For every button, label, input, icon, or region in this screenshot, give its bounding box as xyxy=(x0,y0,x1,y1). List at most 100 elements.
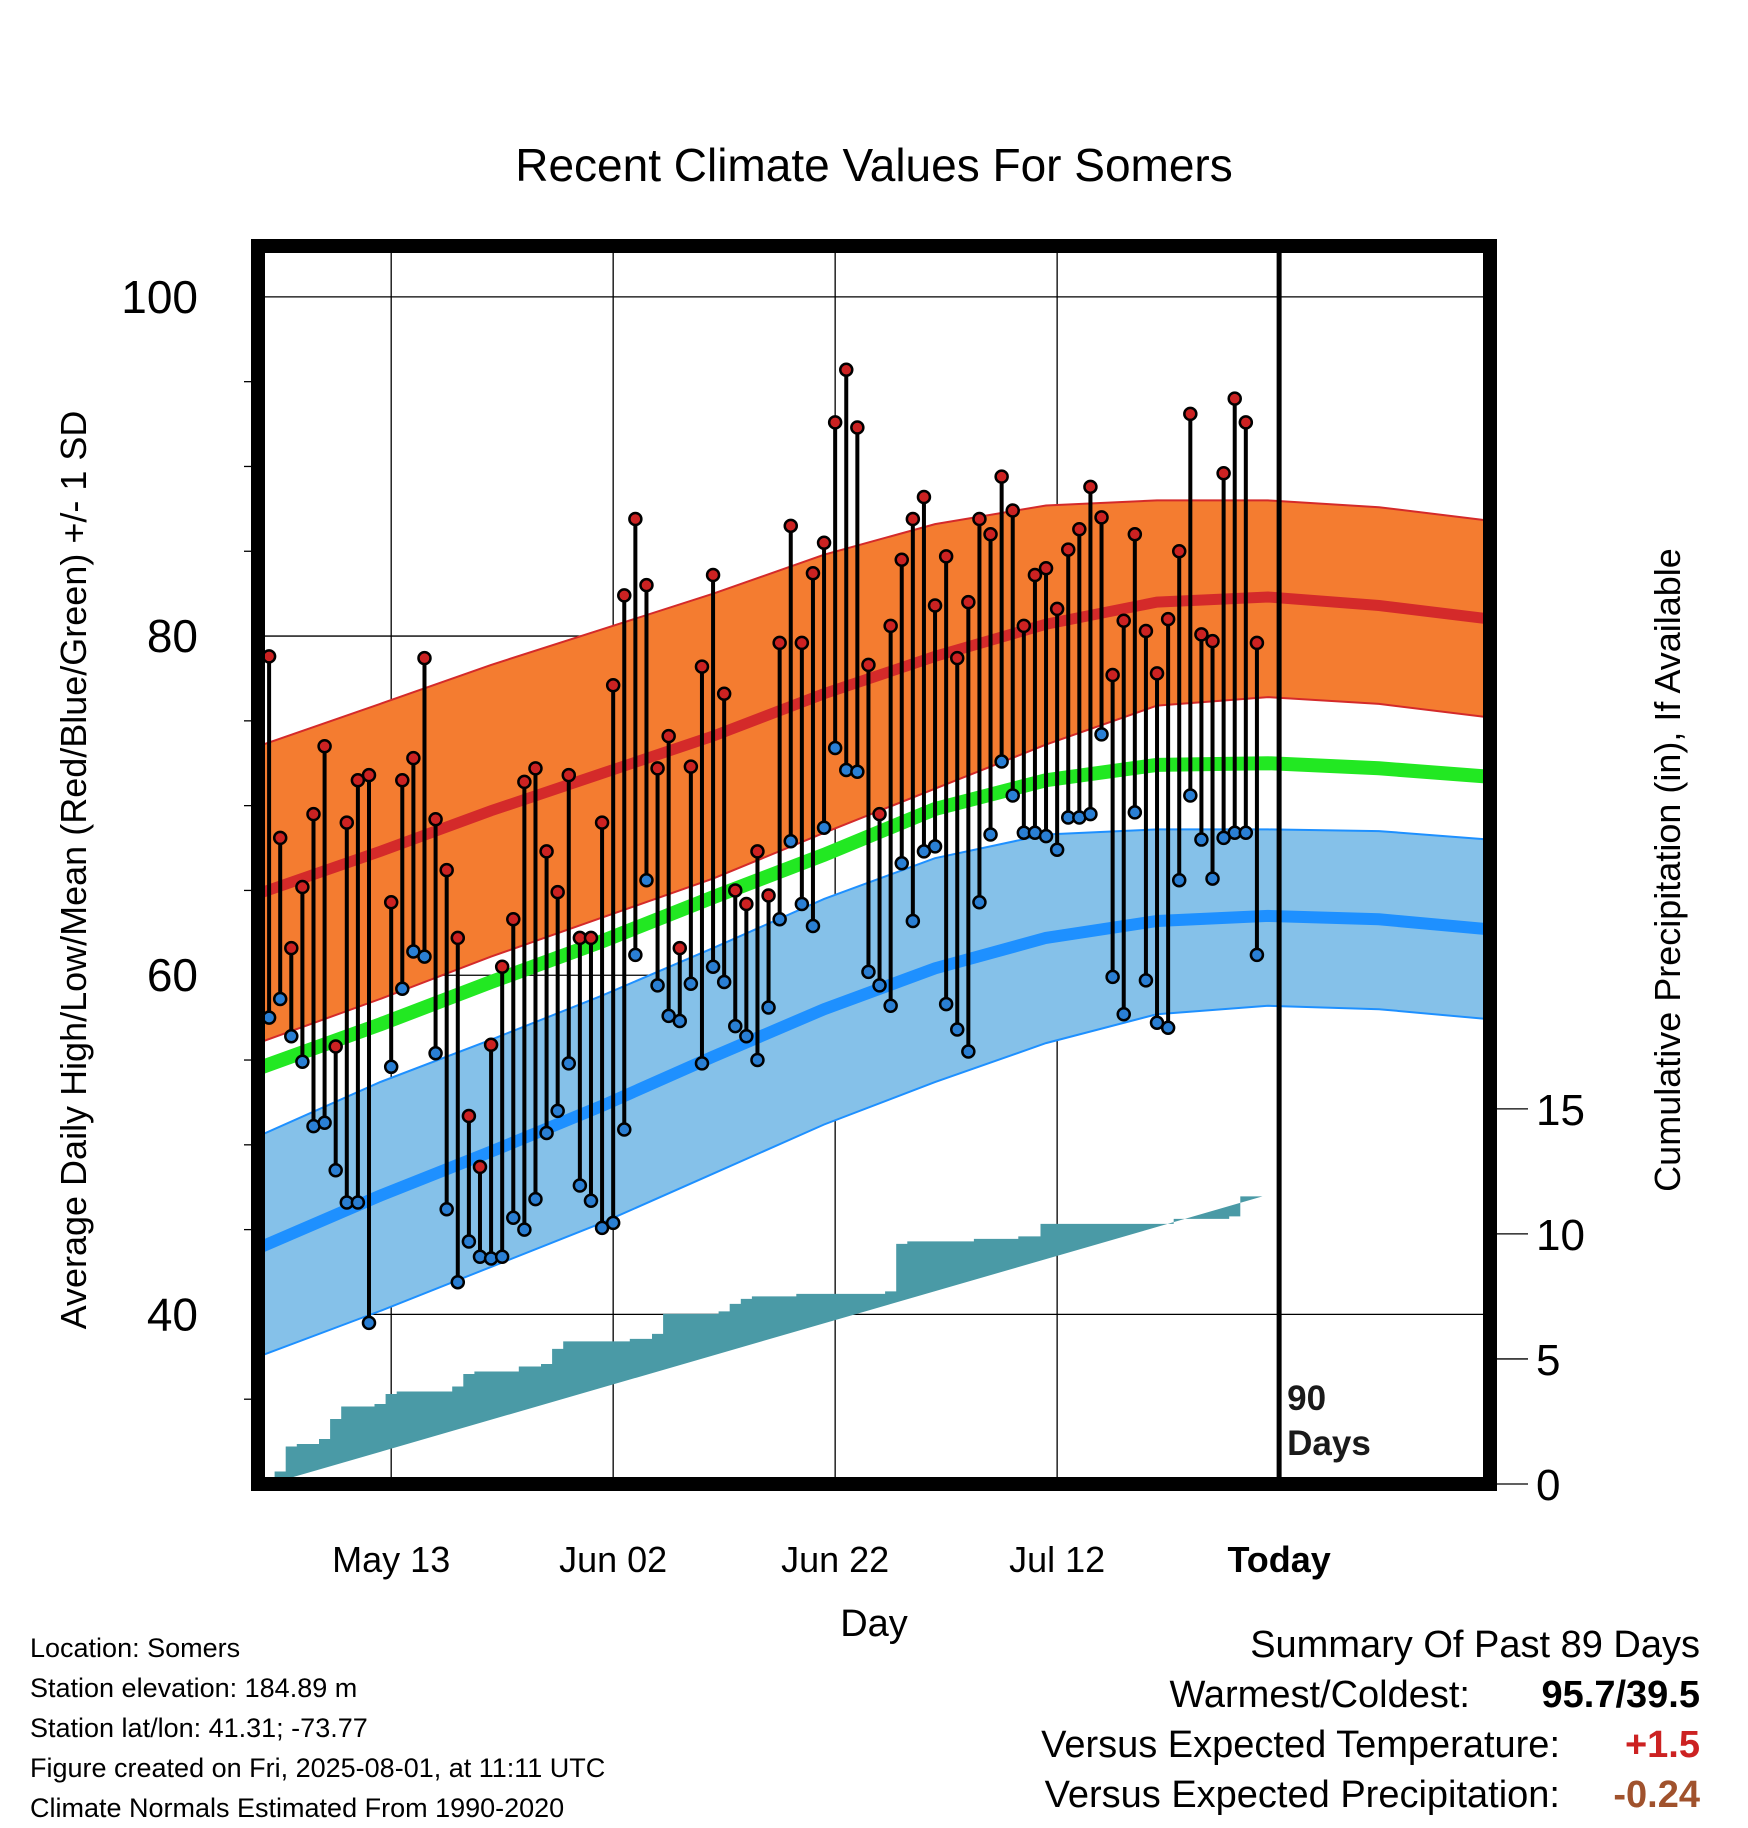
obs-low-point xyxy=(739,1029,754,1044)
y-axis-label: Average Daily High/Low/Mean (Red/Blue/Gr… xyxy=(53,411,94,1330)
obs-high-point xyxy=(528,761,543,776)
obs-low-point xyxy=(816,820,832,835)
obs-low-point xyxy=(361,1315,377,1331)
obs-low-point xyxy=(272,991,288,1007)
y2-tick-label-0: 0 xyxy=(1536,1461,1560,1510)
summary-heading: Summary Of Past 89 Days xyxy=(1250,1624,1700,1666)
obs-low-point xyxy=(461,1234,477,1249)
obs-high-point xyxy=(761,888,776,903)
obs-high-point xyxy=(805,566,821,581)
summary-precip-row: Versus Expected Precipitation: -0.24 xyxy=(1041,1770,1700,1820)
plot-area: 90 Days May 13 Jun 02 Jun 22 Jul 12 Today 40 60 8… xyxy=(121,239,1585,1580)
obs-high-point xyxy=(938,549,954,564)
obs-low-point xyxy=(772,912,787,927)
obs-low-point xyxy=(1116,1006,1131,1022)
obs-high-point xyxy=(1160,611,1176,627)
obs-high-point xyxy=(483,1037,499,1053)
obs-low-point xyxy=(328,1163,343,1178)
info-latlon: Station lat/lon: 41.31; -73.77 xyxy=(30,1713,368,1743)
info-created: Figure created on Fri, 2025-08-01, at 11… xyxy=(30,1753,606,1783)
obs-low-point xyxy=(639,873,654,888)
obs-low-point xyxy=(728,1018,743,1034)
obs-high-point xyxy=(472,1159,488,1175)
obs-high-point xyxy=(661,728,676,744)
obs-low-point xyxy=(1005,788,1020,803)
obs-high-point xyxy=(1027,567,1043,583)
warm-cold-label: Warmest/Coldest: xyxy=(1169,1674,1470,1716)
obs-low-point xyxy=(350,1195,366,1210)
obs-low-point xyxy=(949,1022,965,1037)
obs-high-point xyxy=(539,844,554,859)
obs-high-point xyxy=(927,598,943,613)
obs-high-point xyxy=(1227,391,1242,406)
obs-high-point xyxy=(295,879,310,895)
precip-area xyxy=(263,1196,1263,1484)
obs-high-point xyxy=(272,830,288,846)
obs-high-point xyxy=(1216,465,1231,481)
obs-high-point xyxy=(450,930,466,946)
obs-low-point xyxy=(572,1178,588,1193)
obs-high-point xyxy=(1249,635,1265,651)
temp-diff-label: Versus Expected Temperature: xyxy=(1041,1724,1560,1766)
obs-high-point xyxy=(750,844,765,859)
obs-high-point xyxy=(850,420,865,435)
obs-high-point xyxy=(561,767,577,783)
obs-low-point xyxy=(872,978,887,993)
obs-high-point xyxy=(594,815,610,830)
obs-high-point xyxy=(361,767,377,783)
obs-low-point xyxy=(716,974,732,990)
obs-low-point xyxy=(650,978,665,993)
y2-tick-label-3: 15 xyxy=(1536,1086,1585,1135)
obs-high-point xyxy=(716,686,732,701)
obs-low-point xyxy=(317,1115,332,1131)
info-location: Location: Somers xyxy=(30,1633,241,1663)
obs-high-point xyxy=(1183,406,1198,422)
obs-low-point xyxy=(1038,828,1054,844)
obs-low-point xyxy=(794,896,810,912)
obs-high-point xyxy=(1205,633,1220,649)
obs-high-point xyxy=(428,811,443,827)
obs-high-point xyxy=(672,940,688,956)
obs-low-point xyxy=(583,1193,599,1209)
plot-frame xyxy=(251,239,1497,1491)
obs-high-point xyxy=(816,535,832,551)
y2-tick-label-1: 5 xyxy=(1536,1336,1560,1385)
obs-low-point xyxy=(428,1045,443,1061)
obs-low-point xyxy=(1205,871,1220,886)
obs-high-point xyxy=(617,588,632,603)
obs-low-point xyxy=(539,1125,554,1141)
obs-low-point xyxy=(705,959,721,975)
obs-high-point xyxy=(605,677,621,693)
y-tick-label-0: 40 xyxy=(147,1288,198,1340)
obs-high-point xyxy=(1194,627,1209,642)
obs-low-point xyxy=(805,918,821,934)
station-info: Location: Somers Station elevation: 184.… xyxy=(30,1628,605,1828)
obs-high-point xyxy=(461,1108,477,1124)
obs-low-point xyxy=(506,1210,521,1225)
obs-low-point xyxy=(1171,873,1187,888)
normal-high-line xyxy=(258,591,1490,899)
y-tick-label-2: 80 xyxy=(147,610,198,662)
chart-title: Recent Climate Values For Somers xyxy=(515,139,1233,191)
summary-temp-row: Versus Expected Temperature: +1.5 xyxy=(1041,1720,1700,1770)
obs-low-point xyxy=(827,740,843,756)
obs-low-point xyxy=(417,949,432,964)
obs-low-point xyxy=(1194,832,1209,847)
obs-low-point xyxy=(894,856,909,871)
obs-high-point xyxy=(1127,527,1143,542)
obs-high-point xyxy=(1049,601,1065,617)
obs-high-point xyxy=(861,657,876,673)
x-tick-label-1: Jun 02 xyxy=(559,1539,667,1580)
obs-low-point xyxy=(1183,788,1198,803)
precip-diff-label: Versus Expected Precipitation: xyxy=(1044,1774,1560,1816)
obs-low-point xyxy=(439,1202,454,1217)
obs-low-point xyxy=(1127,805,1143,820)
x-axis-label: Day xyxy=(840,1603,908,1645)
obs-low-point xyxy=(450,1274,466,1290)
obs-low-point xyxy=(672,1013,688,1029)
obs-high-point xyxy=(317,739,332,754)
obs-high-point xyxy=(339,815,355,830)
obs-high-point xyxy=(506,912,521,927)
obs-low-point xyxy=(994,754,1009,769)
x-tick-label-0: May 13 xyxy=(332,1539,450,1580)
